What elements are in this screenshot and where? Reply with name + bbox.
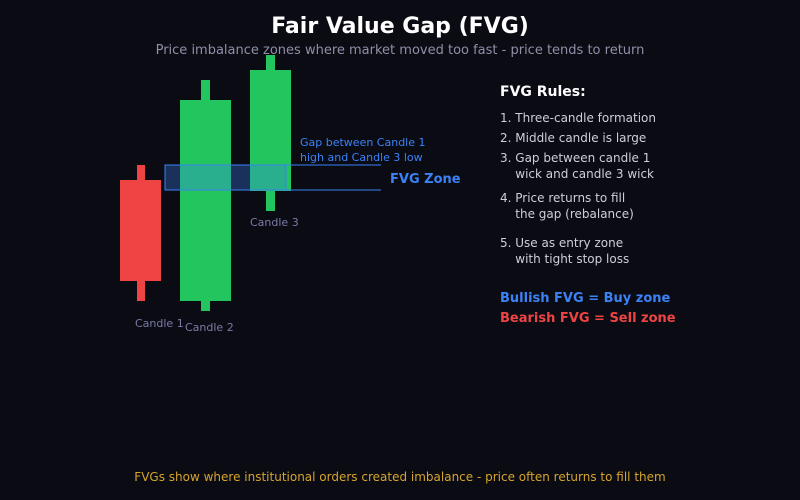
chart-title: Fair Value Gap (FVG) [271,14,529,39]
gap-annotation-line-2: high and Candle 3 low [300,151,423,164]
gap-annotation-line-1: Gap between Candle 1 [300,136,426,149]
rule-item-1: 1. Three-candle formation [500,111,656,125]
rule-item-3: 3. Gap between candle 1 wick and candle … [500,151,655,181]
candle-2-label: Candle 2 [185,321,234,334]
candle-3-label: Candle 3 [250,216,299,229]
rules-panel: FVG Rules: [500,84,790,100]
footer-note: FVGs show where institutional orders cre… [134,470,666,484]
legend-bearish: Bearish FVG = Sell zone [500,311,676,326]
candle-2-body [180,100,231,301]
candle-1-label: Candle 1 [135,317,184,330]
chart-subtitle: Price imbalance zones where market moved… [155,43,645,58]
rules-heading: FVG Rules: [500,84,586,100]
candle-2 [180,80,231,311]
rule-item-5: 5. Use as entry zone with tight stop los… [500,236,630,266]
candle-1 [120,165,161,301]
candle-1-body [120,180,161,281]
candle-3 [250,55,291,211]
rule-item-2: 2. Middle candle is large [500,131,647,145]
fvg-zone-box [164,164,287,191]
candle-3-body [250,70,291,191]
fvg-zone-label: FVG Zone [390,172,461,187]
rule-item-4: 4. Price returns to fill the gap (rebala… [500,191,634,221]
legend-bullish: Bullish FVG = Buy zone [500,291,671,306]
